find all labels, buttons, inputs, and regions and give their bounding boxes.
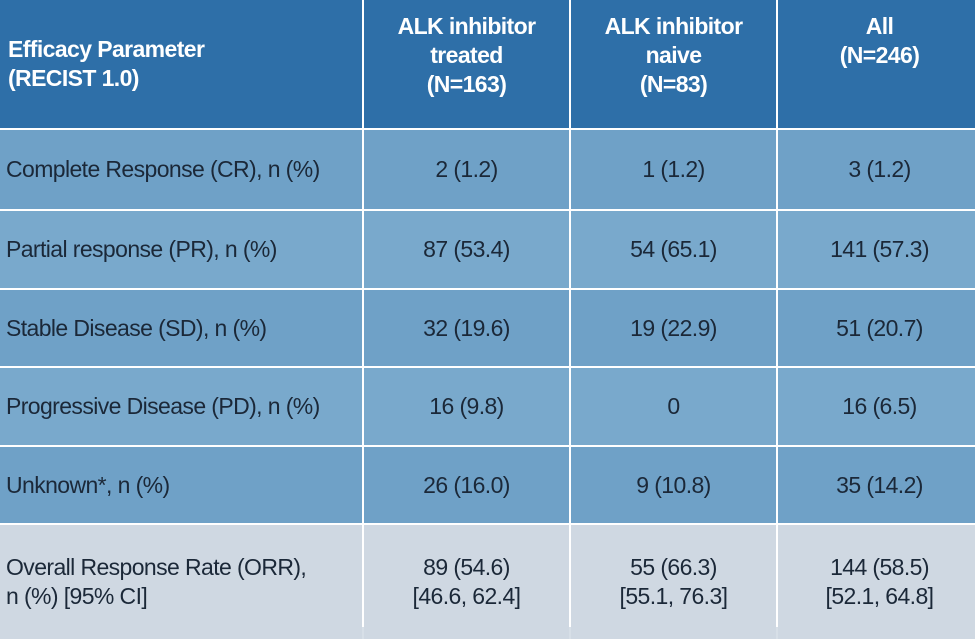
- cell-sd-all: 51 (20.7): [778, 290, 975, 366]
- row-label-orr: Overall Response Rate (ORR), n (%) [95% …: [0, 525, 362, 639]
- cell-orr-all: 144 (58.5) [52.1, 64.8]: [778, 525, 975, 639]
- cell-cr-all: 3 (1.2): [778, 130, 975, 209]
- cell-sd-treated: 32 (19.6): [364, 290, 569, 366]
- cell-orr-naive: 55 (66.3) [55.1, 76.3]: [571, 525, 776, 639]
- header-alk-naive: ALK inhibitor naive (N=83): [571, 0, 776, 128]
- row-label-pr: Partial response (PR), n (%): [0, 211, 362, 288]
- cell-pr-treated: 87 (53.4): [364, 211, 569, 288]
- header-alk-treated: ALK inhibitor treated (N=163): [364, 0, 569, 128]
- cell-unknown-all: 35 (14.2): [778, 447, 975, 523]
- row-label-pd: Progressive Disease (PD), n (%): [0, 368, 362, 445]
- cell-pd-naive: 0: [571, 368, 776, 445]
- cell-unknown-treated: 26 (16.0): [364, 447, 569, 523]
- cell-pd-treated: 16 (9.8): [364, 368, 569, 445]
- header-efficacy-parameter: Efficacy Parameter (RECIST 1.0): [0, 0, 362, 128]
- cell-orr-treated: 89 (54.6) [46.6, 62.4]: [364, 525, 569, 639]
- cell-cr-treated: 2 (1.2): [364, 130, 569, 209]
- cell-unknown-naive: 9 (10.8): [571, 447, 776, 523]
- row-label-sd: Stable Disease (SD), n (%): [0, 290, 362, 366]
- cell-sd-naive: 19 (22.9): [571, 290, 776, 366]
- row-label-unknown: Unknown*, n (%): [0, 447, 362, 523]
- row-label-cr: Complete Response (CR), n (%): [0, 130, 362, 209]
- header-all: All (N=246): [778, 0, 975, 128]
- cell-pr-naive: 54 (65.1): [571, 211, 776, 288]
- cell-pr-all: 141 (57.3): [778, 211, 975, 288]
- cell-pd-all: 16 (6.5): [778, 368, 975, 445]
- cell-cr-naive: 1 (1.2): [571, 130, 776, 209]
